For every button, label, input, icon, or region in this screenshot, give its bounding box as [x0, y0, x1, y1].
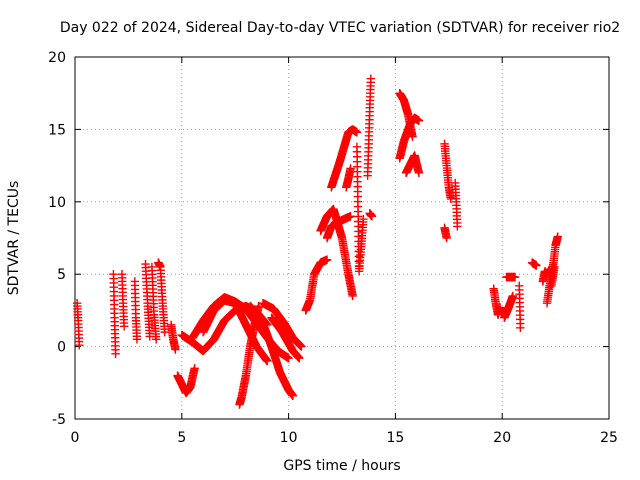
data-point-plus	[119, 322, 129, 331]
data-point-plus	[453, 222, 462, 231]
satellite-track	[440, 223, 451, 243]
data-point-plus	[322, 255, 332, 264]
x-tick-label: 25	[600, 430, 618, 446]
satellite-track	[352, 142, 368, 276]
tick-layer: 0 5 10 15 20 25 -5 0 5 10 15 20	[48, 50, 618, 446]
data-point-plus	[297, 342, 306, 351]
data-marks	[72, 74, 562, 409]
satellite-track	[173, 364, 199, 398]
data-point-plus	[160, 327, 169, 337]
data-point-plus	[254, 301, 263, 311]
satellite-track	[301, 255, 332, 315]
satellite-track	[502, 272, 520, 282]
data-point-plus	[151, 335, 161, 344]
y-tick-label: -5	[52, 412, 66, 428]
data-point-plus	[532, 261, 541, 270]
y-tick-label: 20	[48, 50, 66, 66]
y-tick-label: 15	[48, 122, 66, 138]
y-axis-label: SDTVAR / TECUs	[6, 181, 22, 296]
plot-frame	[74, 56, 610, 420]
satellite-track	[117, 270, 129, 331]
data-point-plus	[295, 353, 304, 363]
data-point-plus	[414, 168, 424, 178]
satellite-track	[109, 270, 120, 359]
satellite-track	[316, 204, 357, 301]
data-point-plus	[111, 349, 120, 359]
data-point-plus	[263, 356, 272, 366]
data-point-plus	[352, 128, 362, 137]
data-point-plus	[408, 132, 417, 141]
data-point-plus	[190, 364, 199, 373]
chart-title: Day 022 of 2024, Sidereal Day-to-day VTE…	[60, 20, 620, 36]
data-point-plus	[346, 164, 355, 173]
satellite-track	[245, 301, 298, 401]
data-point-plus	[346, 212, 355, 221]
y-tick-label: 0	[57, 340, 66, 356]
data-point-plus	[366, 74, 376, 83]
satellite-track	[489, 284, 505, 319]
data-point-plus	[550, 262, 559, 272]
data-point-plus	[367, 212, 377, 221]
satellite-track	[166, 320, 180, 354]
satellite-track	[267, 313, 304, 363]
data-point-plus	[495, 303, 505, 312]
x-tick-label: 10	[280, 430, 298, 446]
data-point-plus	[553, 232, 562, 241]
data-point-plus	[284, 353, 293, 363]
data-point-plus	[132, 335, 142, 344]
satellite-track	[342, 164, 355, 192]
data-point-plus	[414, 116, 424, 125]
satellite-track	[327, 125, 362, 192]
y-tick-label: 10	[48, 195, 66, 211]
x-tick-label: 5	[177, 430, 186, 446]
data-point-plus	[288, 391, 298, 401]
data-point-plus	[516, 323, 525, 332]
satellite-track	[130, 277, 142, 344]
satellite-track	[198, 296, 272, 366]
data-point-plus	[359, 214, 368, 224]
data-point-plus	[508, 291, 518, 301]
data-point-plus	[348, 291, 357, 301]
satellite-track	[500, 291, 518, 322]
data-point-plus	[442, 233, 451, 243]
satellite-track	[72, 298, 84, 350]
satellite-track	[395, 113, 424, 163]
satellite-track	[547, 262, 559, 290]
satellite-track	[451, 178, 462, 231]
data-point-plus	[75, 340, 84, 350]
satellite-track	[147, 262, 161, 344]
satellite-track	[440, 139, 456, 204]
x-tick-label: 0	[71, 430, 80, 446]
satellite-track	[258, 298, 306, 351]
grid-layer	[75, 57, 609, 419]
x-axis-label: GPS time / hours	[283, 458, 400, 474]
x-tick-label: 20	[493, 430, 511, 446]
data-point-plus	[171, 345, 180, 354]
satellite-track	[154, 258, 169, 337]
satellite-track	[363, 74, 376, 180]
satellite-track	[401, 151, 424, 178]
x-tick-label: 15	[386, 430, 404, 446]
satellite-track	[515, 281, 525, 332]
satellite-track	[365, 209, 377, 221]
data-point-plus	[510, 272, 520, 282]
satellite-track	[527, 258, 541, 270]
y-tick-label: 5	[57, 267, 66, 283]
